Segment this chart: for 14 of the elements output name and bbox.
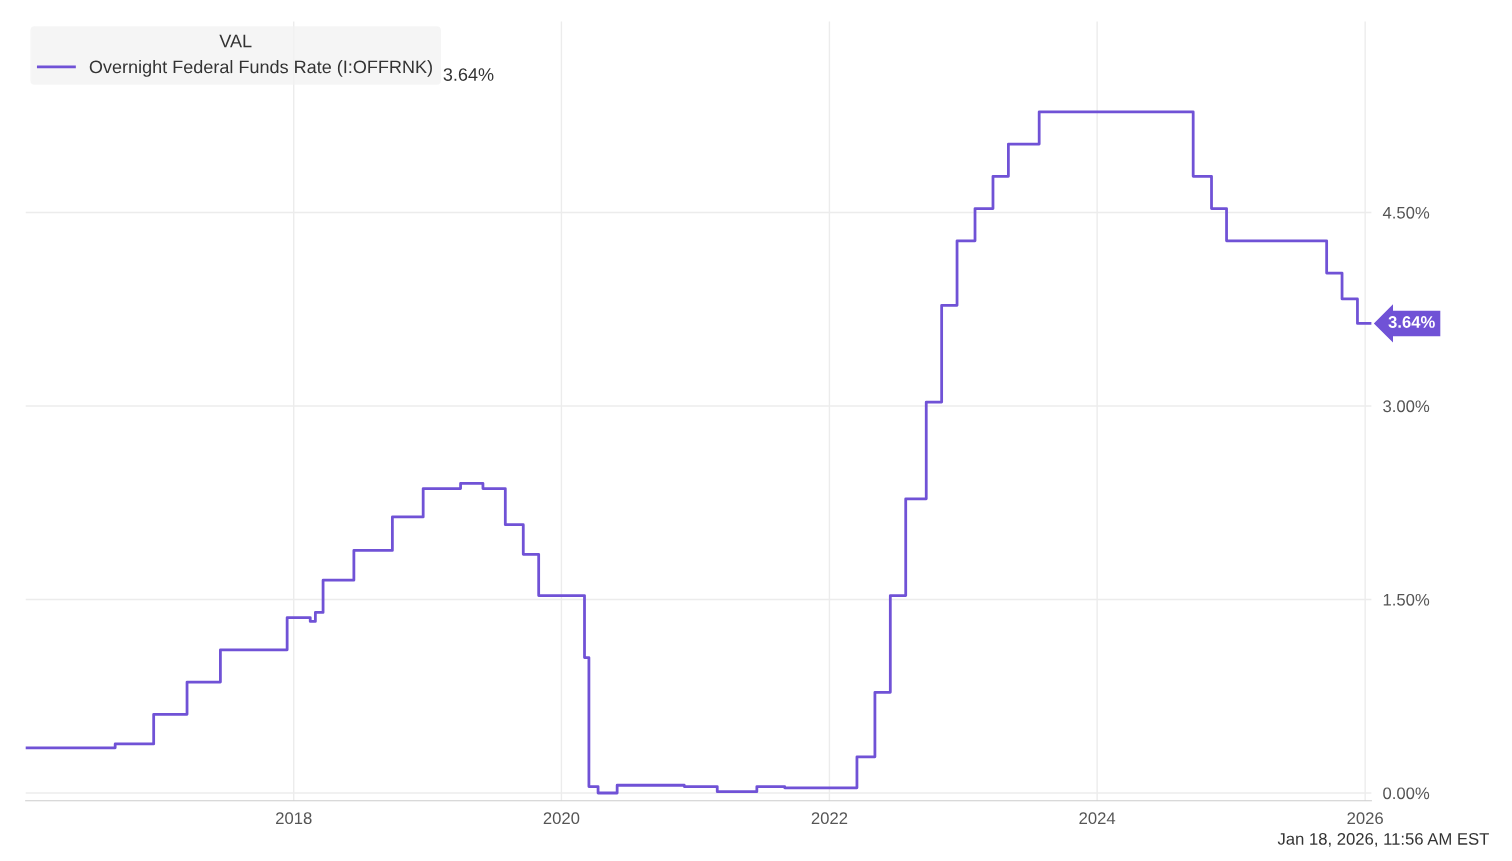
x-tick-label: 2018: [276, 812, 312, 825]
text: Jan 18, 2026, 11:56 AM EST: [1277, 832, 1489, 847]
x-tick-label: 2026: [1347, 812, 1383, 825]
x-tick-label: 2020: [543, 812, 580, 825]
annotation: 3.64%: [443, 68, 494, 81]
legend-label: Overnight Federal Funds Rate (I:OFFRNK): [89, 60, 432, 77]
x-tick-label: 2022: [811, 812, 848, 825]
y-tick-label: 3.00%: [1383, 400, 1430, 413]
annotation: 3.64%: [1388, 316, 1435, 328]
legend-title: VAL: [219, 34, 252, 48]
y-tick-label: 4.50%: [1382, 206, 1430, 219]
x-tick-label: 2024: [1079, 812, 1116, 825]
y-tick-label: 1.50%: [1383, 593, 1430, 606]
y-tick-label: 0.00%: [1383, 787, 1430, 800]
